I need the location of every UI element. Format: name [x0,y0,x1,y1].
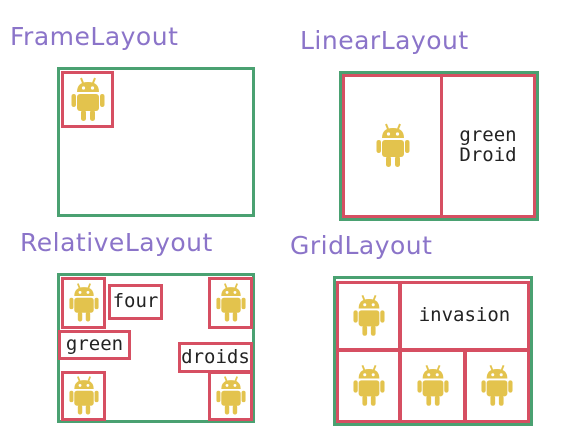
android-icon [215,375,246,417]
linear-layout-title: LinearLayout [300,26,469,55]
relative-layout-label-green: green [65,333,124,356]
linear-layout-view-droid [342,74,443,218]
grid-layout-title: GridLayout [290,231,433,260]
android-icon [68,282,99,324]
grid-layout-view-droid-r1c1 [336,281,401,351]
linear-layout-text-line1: green [459,124,517,147]
relative-layout-container: four green droids [57,273,255,423]
android-icon [376,123,410,169]
relative-layout-view-droid-bottom-right [208,371,253,421]
relative-layout-label-droids: droids [181,345,250,368]
grid-layout-view-droid-r2c2 [399,349,466,423]
android-icon [71,77,105,123]
frame-layout-title: FrameLayout [10,22,179,51]
relative-layout-view-green: green [58,330,131,360]
android-icon [352,364,385,408]
grid-layout-view-droid-r2c1 [336,349,401,423]
linear-layout-container: green Droid [339,71,539,221]
relative-layout-view-droid-top-left [61,277,106,329]
frame-layout-view [61,71,114,128]
linear-layout-view-text: green Droid [440,74,536,218]
linear-layout-text-line2: Droid [459,144,517,166]
relative-layout-title: RelativeLayout [20,228,213,257]
grid-layout-view-droid-r2c3 [464,349,530,423]
android-icon [481,364,513,408]
relative-layout-view-droid-top-right [208,277,253,329]
android-icon [352,294,385,338]
grid-layout-container: invasion [333,276,533,426]
relative-layout-view-droids: droids [178,342,253,373]
relative-layout-label-four: four [112,290,159,313]
frame-layout-container [57,67,255,217]
android-icon [68,375,99,417]
relative-layout-view-four: four [108,284,163,320]
grid-layout-view-invasion: invasion [399,281,530,351]
grid-layout-label-invasion: invasion [418,304,511,327]
relative-layout-view-droid-bottom-left [61,371,106,421]
android-icon [416,364,449,408]
android-icon [215,282,246,324]
